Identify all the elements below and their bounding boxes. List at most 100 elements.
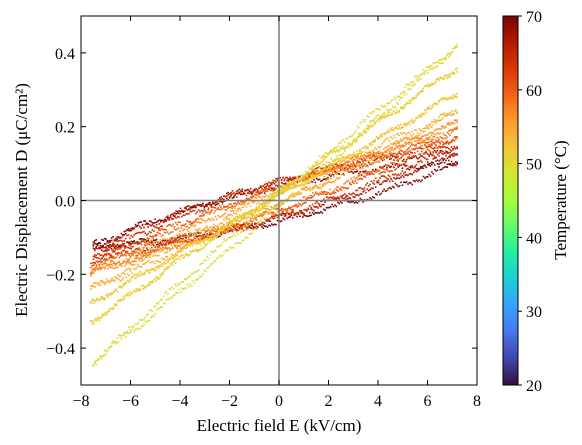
data-point <box>126 252 129 254</box>
data-point <box>317 166 319 169</box>
data-point <box>228 206 231 209</box>
data-point <box>384 132 386 135</box>
data-point <box>454 68 457 70</box>
data-point <box>95 265 98 268</box>
data-point <box>374 155 376 157</box>
data-point <box>245 206 248 208</box>
data-point <box>132 289 135 292</box>
data-point <box>357 155 359 158</box>
data-point <box>110 247 113 250</box>
data-point <box>117 334 120 336</box>
data-point <box>391 114 393 116</box>
data-point <box>285 208 287 210</box>
data-point <box>122 249 124 252</box>
data-point <box>287 180 290 182</box>
data-point <box>224 208 227 211</box>
data-point <box>102 246 105 249</box>
data-point <box>394 142 396 145</box>
data-point <box>146 251 149 254</box>
data-point <box>429 83 432 86</box>
data-point <box>220 198 223 201</box>
data-point <box>220 230 223 233</box>
data-point <box>131 325 134 328</box>
data-point <box>392 134 395 137</box>
data-point <box>333 148 335 151</box>
data-point <box>104 314 106 316</box>
data-point <box>282 186 285 188</box>
data-point <box>255 203 258 206</box>
data-point <box>409 102 412 105</box>
data-point <box>394 112 396 115</box>
data-point <box>330 150 333 153</box>
data-point <box>429 152 432 154</box>
data-point <box>266 207 269 210</box>
data-point <box>266 218 269 221</box>
data-point <box>122 277 125 280</box>
data-point <box>251 193 253 196</box>
data-point <box>99 355 102 357</box>
data-point <box>425 151 428 154</box>
data-point <box>129 245 132 247</box>
data-point <box>113 245 116 248</box>
data-point <box>430 107 433 110</box>
data-point <box>131 292 133 295</box>
data-point <box>280 214 283 217</box>
data-point <box>445 154 447 157</box>
data-point <box>145 243 147 246</box>
data-point <box>445 142 447 145</box>
data-point <box>144 220 147 222</box>
data-point <box>249 217 252 220</box>
data-point <box>276 216 279 219</box>
data-point <box>371 125 374 127</box>
data-point <box>179 212 182 215</box>
data-point <box>332 198 335 200</box>
data-point <box>233 196 235 199</box>
data-point <box>228 196 231 199</box>
data-point <box>395 142 398 145</box>
data-point <box>200 229 203 232</box>
data-point <box>381 151 384 154</box>
data-point <box>381 154 384 157</box>
data-point <box>227 229 230 232</box>
data-point <box>412 97 415 100</box>
data-point <box>391 129 393 131</box>
data-point <box>318 178 321 181</box>
data-point <box>225 229 228 231</box>
data-point <box>183 240 186 243</box>
data-point <box>313 169 316 172</box>
data-point <box>263 217 266 220</box>
data-point <box>141 223 144 226</box>
data-point <box>211 233 214 236</box>
data-point <box>281 185 283 188</box>
data-point <box>440 113 443 116</box>
data-point <box>91 272 94 275</box>
data-point <box>90 288 92 290</box>
data-point <box>311 208 314 211</box>
data-point <box>394 182 397 185</box>
data-point <box>361 171 364 174</box>
data-point <box>173 228 176 230</box>
data-point <box>389 128 392 131</box>
data-point <box>259 203 262 205</box>
data-point <box>443 97 446 100</box>
data-point <box>290 212 293 215</box>
data-point <box>375 170 378 172</box>
data-point <box>349 197 352 200</box>
data-point <box>145 255 147 257</box>
data-point <box>145 269 147 271</box>
data-point <box>211 202 214 205</box>
data-point <box>127 326 130 329</box>
data-point <box>200 239 203 242</box>
data-point <box>377 170 379 172</box>
data-point <box>235 203 238 205</box>
data-point <box>406 123 409 126</box>
data-point <box>133 330 135 333</box>
data-point <box>398 165 401 167</box>
data-point <box>435 150 437 152</box>
data-point <box>120 334 123 337</box>
data-point <box>313 165 316 167</box>
data-point <box>374 168 377 171</box>
data-point <box>186 228 188 231</box>
data-point <box>432 83 434 86</box>
data-point <box>428 164 430 166</box>
